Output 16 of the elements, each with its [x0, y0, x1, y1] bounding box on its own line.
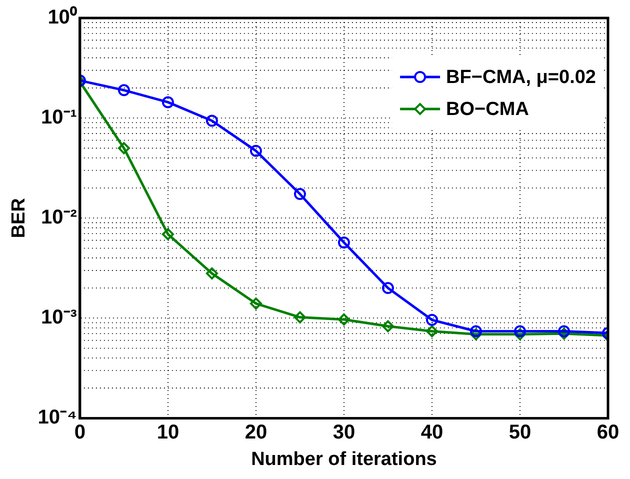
x-tick-label: 60: [596, 422, 620, 444]
legend-label: BF−CMA, μ=0.02: [446, 67, 596, 88]
y-tick-label: 10⁻²: [41, 206, 78, 229]
x-tick-label: 10: [156, 422, 180, 444]
x-axis-title: Number of iterations: [251, 448, 437, 470]
x-tick-label: 50: [508, 422, 532, 444]
y-tick-label: 10⁰: [48, 6, 77, 29]
legend-label: BO−CMA: [446, 99, 530, 120]
x-tick-label: 30: [332, 422, 356, 444]
y-tick-label: 10⁻¹: [41, 106, 78, 129]
y-tick-label: 10⁻⁴: [38, 406, 77, 429]
x-tick-label: 0: [74, 422, 86, 444]
y-tick-label: 10⁻³: [41, 306, 78, 329]
x-tick-label: 20: [244, 422, 268, 444]
x-tick-label: 40: [420, 422, 444, 444]
y-axis-title: BER: [8, 198, 30, 238]
